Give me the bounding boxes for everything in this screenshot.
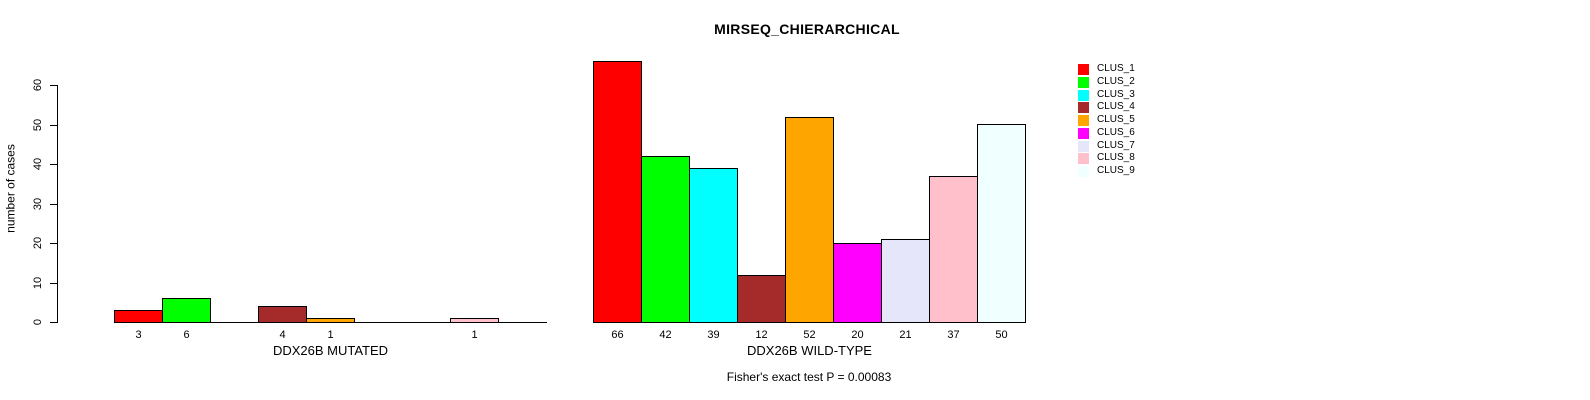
bar-value-label: 21 xyxy=(899,329,912,341)
bar-value-label: 12 xyxy=(755,329,768,341)
y-axis-tick-label: 30 xyxy=(32,197,44,211)
y-axis-line xyxy=(57,85,58,323)
y-axis-tick xyxy=(50,85,57,86)
legend-label-CLUS_8: CLUS_8 xyxy=(1097,152,1135,163)
legend-swatch-CLUS_9 xyxy=(1078,166,1089,177)
bar-value-label: 52 xyxy=(803,329,816,341)
y-axis-tick xyxy=(50,125,57,126)
y-axis-tick xyxy=(50,204,57,205)
legend-label-CLUS_6: CLUS_6 xyxy=(1097,127,1135,138)
y-axis-tick xyxy=(50,164,57,165)
bar-CLUS_8 xyxy=(450,318,499,323)
y-axis-tick xyxy=(50,322,57,323)
bar-CLUS_5 xyxy=(306,318,355,323)
bar-value-label: 42 xyxy=(659,329,672,341)
legend-label-CLUS_1: CLUS_1 xyxy=(1097,63,1135,74)
bar-value-label: 39 xyxy=(707,329,720,341)
legend-swatch-CLUS_8 xyxy=(1078,153,1089,164)
bar-value-label: 4 xyxy=(279,329,286,341)
bar-value-label: 1 xyxy=(471,329,478,341)
bar-CLUS_1 xyxy=(114,310,163,323)
legend-label-CLUS_3: CLUS_3 xyxy=(1097,89,1135,100)
x-axis-title-mutated: DDX26B MUTATED xyxy=(272,343,389,358)
legend-label-CLUS_5: CLUS_5 xyxy=(1097,114,1135,125)
bar-value-label: 20 xyxy=(851,329,864,341)
legend-label-CLUS_9: CLUS_9 xyxy=(1097,165,1135,176)
legend-swatch-CLUS_6 xyxy=(1078,128,1089,139)
y-axis-tick-label: 50 xyxy=(32,118,44,132)
x-axis-title-wildtype: DDX26B WILD-TYPE xyxy=(747,343,872,358)
bar-CLUS_2 xyxy=(641,156,690,323)
bar-CLUS_4 xyxy=(737,275,786,323)
bar-CLUS_6 xyxy=(833,243,882,323)
chart-title: MIRSEQ_CHIERARCHICAL xyxy=(714,21,900,37)
bar-CLUS_7 xyxy=(881,239,930,323)
bar-CLUS_5 xyxy=(785,117,834,323)
y-axis-tick-label: 20 xyxy=(32,236,44,250)
legend-swatch-CLUS_3 xyxy=(1078,90,1089,101)
bar-CLUS_3 xyxy=(689,168,738,323)
legend-swatch-CLUS_1 xyxy=(1078,64,1089,75)
bar-value-label: 1 xyxy=(327,329,334,341)
bar-CLUS_2 xyxy=(162,298,211,323)
bar-value-label: 66 xyxy=(611,329,624,341)
legend-swatch-CLUS_5 xyxy=(1078,115,1089,126)
legend-swatch-CLUS_2 xyxy=(1078,77,1089,88)
legend-label-CLUS_4: CLUS_4 xyxy=(1097,101,1135,112)
y-axis-label: number of cases xyxy=(3,144,18,233)
legend-label-CLUS_2: CLUS_2 xyxy=(1097,76,1135,87)
legend-label-CLUS_7: CLUS_7 xyxy=(1097,140,1135,151)
y-axis-tick-label: 0 xyxy=(32,318,44,326)
bar-value-label: 50 xyxy=(995,329,1008,341)
bar-value-label: 37 xyxy=(947,329,960,341)
bar-CLUS_4 xyxy=(258,306,307,323)
y-axis-tick-label: 10 xyxy=(32,276,44,290)
legend-swatch-CLUS_7 xyxy=(1078,141,1089,152)
bar-value-label: 6 xyxy=(183,329,190,341)
y-axis-tick-label: 60 xyxy=(32,78,44,92)
y-axis-tick-label: 40 xyxy=(32,157,44,171)
y-axis-tick xyxy=(50,243,57,244)
bar-CLUS_9 xyxy=(977,124,1026,323)
legend-swatch-CLUS_4 xyxy=(1078,102,1089,113)
bar-CLUS_1 xyxy=(593,61,642,323)
y-axis-tick xyxy=(50,283,57,284)
bar-CLUS_8 xyxy=(929,176,978,323)
fisher-test-annotation: Fisher's exact test P = 0.00083 xyxy=(726,370,892,384)
bar-value-label: 3 xyxy=(135,329,142,341)
